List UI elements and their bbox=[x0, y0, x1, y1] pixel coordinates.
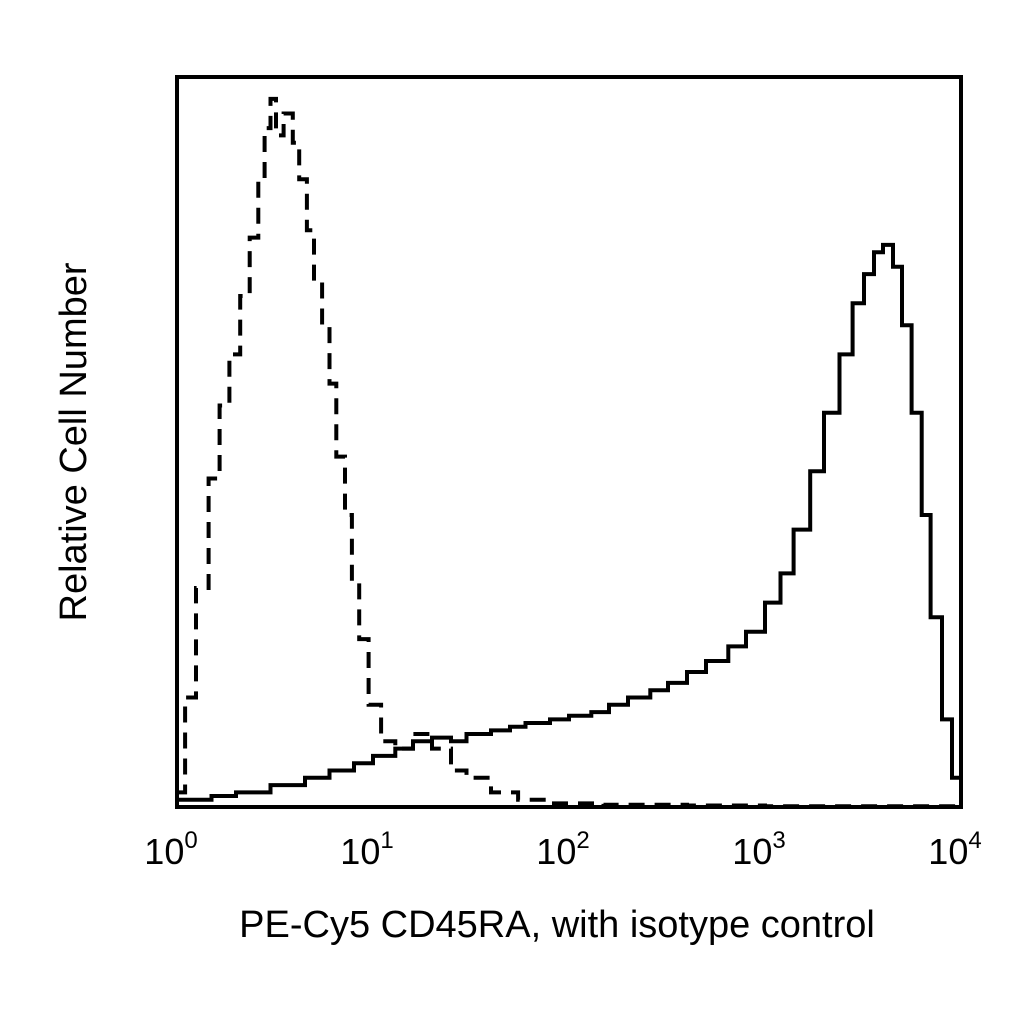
isotype-control-series bbox=[177, 96, 963, 809]
x-tick-label: 101 bbox=[340, 827, 393, 872]
x-tick-label: 102 bbox=[536, 827, 589, 872]
x-tick-label: 103 bbox=[732, 827, 785, 872]
x-tick-label: 100 bbox=[144, 827, 197, 872]
series-layer bbox=[177, 96, 963, 809]
x-tick-labels: 100 101 102 103 104 bbox=[144, 827, 981, 872]
x-tick-label: 104 bbox=[928, 827, 981, 872]
x-axis-title: PE-Cy5 CD45RA, with isotype control bbox=[239, 904, 875, 946]
cd45ra-series bbox=[177, 242, 963, 802]
y-axis-title: Relative Cell Number bbox=[53, 262, 95, 621]
plot-frame bbox=[175, 75, 963, 809]
